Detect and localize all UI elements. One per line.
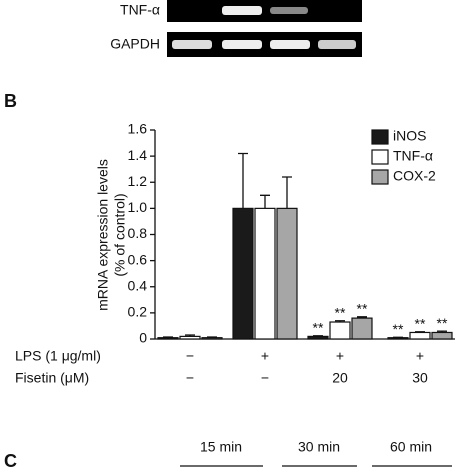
- legend-label: iNOS: [393, 128, 426, 144]
- y-tick-label: 0.2: [128, 304, 148, 320]
- treatment-value: +: [261, 348, 269, 364]
- panel-label: B: [4, 91, 17, 111]
- y-tick-label: 0.6: [128, 251, 148, 267]
- band: [318, 40, 356, 49]
- y-tick-label: 1.4: [128, 147, 148, 163]
- band: [270, 7, 308, 14]
- y-tick-label: 1.2: [128, 173, 148, 189]
- significance: **: [335, 304, 346, 320]
- treatment-value: +: [336, 348, 344, 364]
- y-tick-label: 0: [139, 330, 147, 346]
- error-bar: [260, 194, 270, 209]
- significance: **: [415, 316, 426, 332]
- significance: **: [437, 315, 448, 331]
- significance: **: [357, 300, 368, 316]
- time-label: 30 min: [298, 439, 340, 455]
- gel: [167, 0, 362, 57]
- bar: [179, 335, 201, 340]
- bar: [329, 321, 351, 340]
- bar: [201, 337, 223, 340]
- treatment-label: Fisetin (μM): [15, 370, 89, 386]
- bar: [276, 207, 298, 340]
- band: [172, 40, 212, 49]
- y-axis-label: (% of control): [112, 193, 128, 276]
- error-bar: [282, 176, 292, 209]
- time-label: 60 min: [390, 439, 432, 455]
- bar: [157, 337, 179, 340]
- bar: [232, 207, 254, 340]
- legend-swatch: [371, 149, 389, 165]
- treatment-label: LPS (1 μg/ml): [15, 348, 101, 364]
- y-tick-label: 1.0: [128, 199, 148, 215]
- bar: [307, 335, 329, 340]
- gel-row-label: GAPDH: [110, 36, 160, 52]
- treatment-value: +: [416, 348, 424, 364]
- legend-label: COX-2: [393, 168, 436, 184]
- significance: **: [313, 319, 324, 335]
- bar: [387, 337, 409, 340]
- bar: [431, 331, 453, 340]
- treatment-value: 20: [332, 370, 348, 386]
- treatment-value: −: [186, 348, 194, 364]
- bar: [254, 207, 276, 340]
- time-label: 15 min: [200, 439, 242, 455]
- significance: **: [393, 321, 404, 337]
- error-bar: [238, 152, 248, 209]
- legend-swatch: [371, 169, 389, 185]
- legend-label: TNF-α: [393, 148, 433, 164]
- gel-strip: [167, 0, 362, 22]
- treatment-value: −: [261, 370, 269, 386]
- band: [222, 40, 262, 49]
- band: [270, 40, 310, 49]
- y-tick-label: 0.8: [128, 225, 148, 241]
- legend-swatch: [371, 129, 389, 145]
- panel-label: C: [4, 451, 17, 471]
- bar: [351, 317, 373, 340]
- y-tick-label: 0.4: [128, 277, 148, 293]
- treatment-value: −: [186, 370, 194, 386]
- y-tick-label: 1.6: [128, 121, 148, 137]
- y-axis-label: mRNA expression levels: [95, 159, 111, 311]
- treatment-value: 30: [412, 370, 428, 386]
- band: [222, 6, 262, 15]
- gel-row-label: TNF-α: [120, 2, 160, 18]
- bar: [409, 331, 431, 340]
